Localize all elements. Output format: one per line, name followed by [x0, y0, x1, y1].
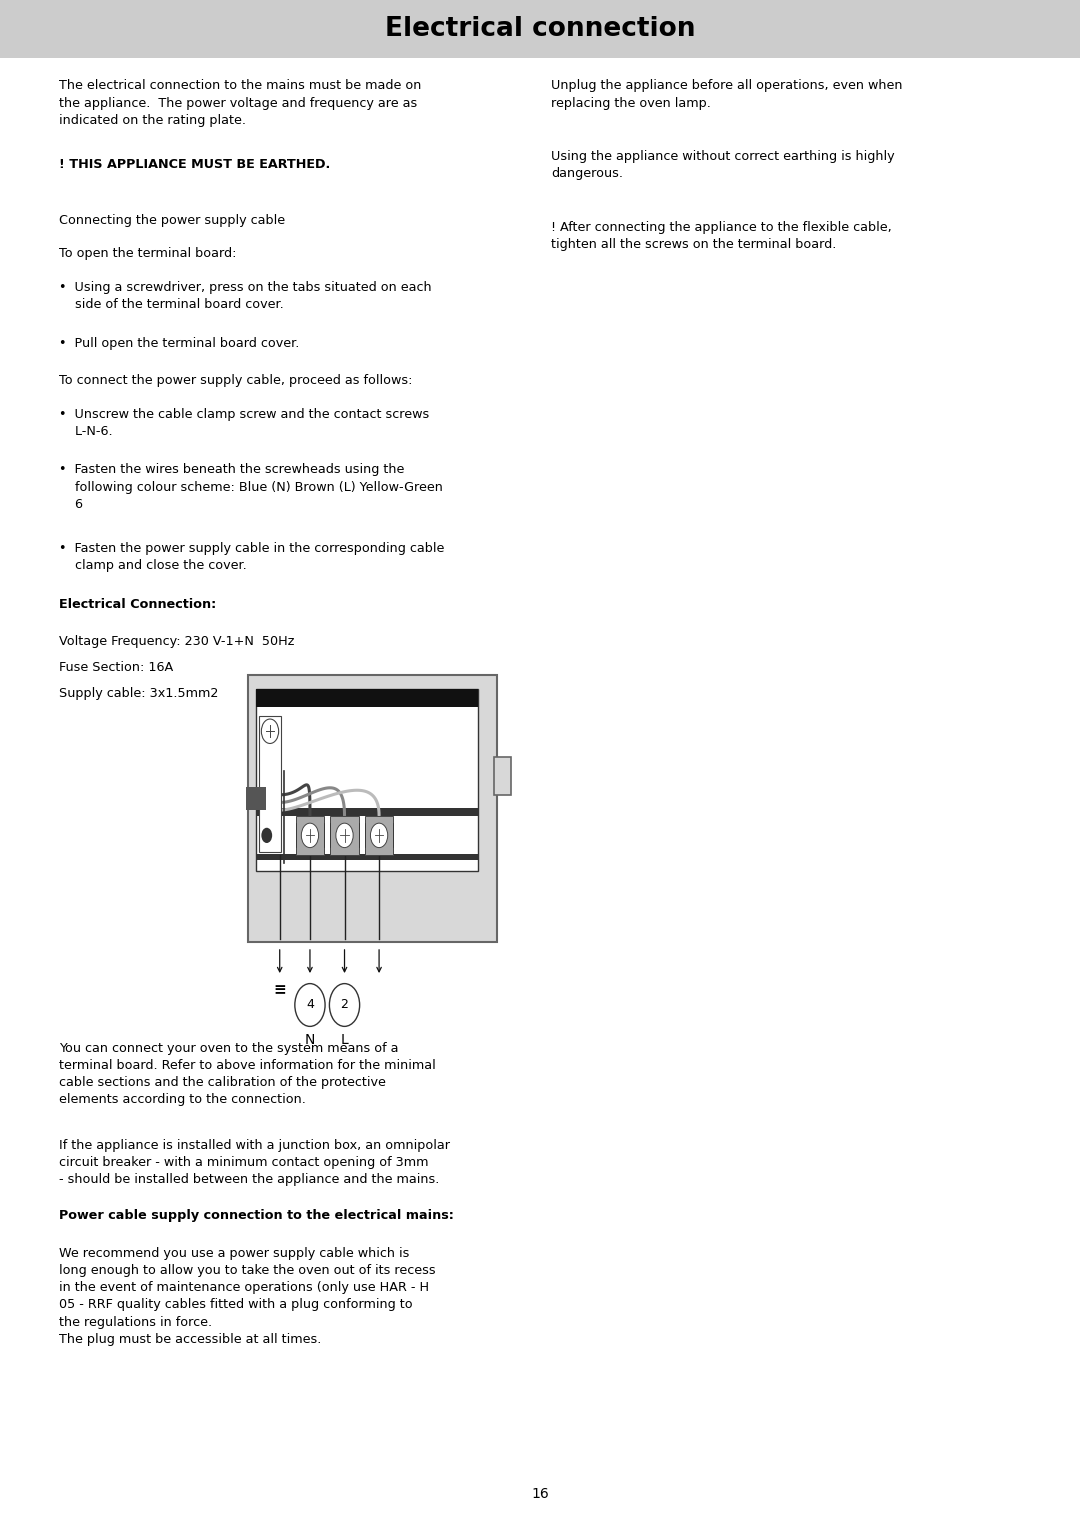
- Text: 2: 2: [340, 998, 349, 1012]
- Text: We recommend you use a power supply cable which is
long enough to allow you to t: We recommend you use a power supply cabl…: [59, 1247, 436, 1346]
- Text: 4: 4: [306, 998, 314, 1012]
- Text: You can connect your oven to the system means of a
terminal board. Refer to abov: You can connect your oven to the system …: [59, 1042, 436, 1106]
- Circle shape: [295, 984, 325, 1027]
- Text: Voltage Frequency: 230 V-1+N  50Hz: Voltage Frequency: 230 V-1+N 50Hz: [59, 636, 295, 648]
- FancyBboxPatch shape: [256, 808, 478, 816]
- Text: •  Using a screwdriver, press on the tabs situated on each
    side of the termi: • Using a screwdriver, press on the tabs…: [59, 281, 432, 312]
- Text: Electrical connection: Electrical connection: [384, 15, 696, 43]
- Text: Using the appliance without correct earthing is highly
dangerous.: Using the appliance without correct eart…: [551, 150, 894, 180]
- FancyBboxPatch shape: [330, 816, 359, 856]
- Text: Electrical Connection:: Electrical Connection:: [59, 597, 217, 611]
- FancyBboxPatch shape: [259, 717, 281, 853]
- Text: To open the terminal board:: To open the terminal board:: [59, 248, 237, 260]
- Text: 16: 16: [531, 1487, 549, 1502]
- Text: L: L: [340, 1033, 349, 1047]
- Text: ≡: ≡: [273, 983, 286, 998]
- Circle shape: [370, 824, 388, 848]
- Text: To connect the power supply cable, proceed as follows:: To connect the power supply cable, proce…: [59, 374, 413, 387]
- Text: If the appliance is installed with a junction box, an omnipolar
circuit breaker : If the appliance is installed with a jun…: [59, 1138, 450, 1186]
- FancyBboxPatch shape: [256, 689, 478, 707]
- Text: •  Pull open the terminal board cover.: • Pull open the terminal board cover.: [59, 336, 300, 350]
- Text: •  Unscrew the cable clamp screw and the contact screws
    L-N-6.: • Unscrew the cable clamp screw and the …: [59, 408, 430, 437]
- Circle shape: [261, 720, 279, 744]
- Text: •  Fasten the power supply cable in the corresponding cable
    clamp and close : • Fasten the power supply cable in the c…: [59, 542, 445, 571]
- Text: Supply cable: 3x1.5mm2: Supply cable: 3x1.5mm2: [59, 688, 219, 700]
- Text: •  Fasten the wires beneath the screwheads using the
    following colour scheme: • Fasten the wires beneath the screwhead…: [59, 463, 443, 510]
- FancyBboxPatch shape: [256, 689, 478, 871]
- Circle shape: [336, 824, 353, 848]
- Circle shape: [329, 984, 360, 1027]
- Text: N: N: [305, 1033, 315, 1047]
- FancyBboxPatch shape: [0, 0, 1080, 58]
- Circle shape: [261, 828, 272, 843]
- FancyBboxPatch shape: [246, 787, 266, 810]
- Circle shape: [301, 824, 319, 848]
- Text: Connecting the power supply cable: Connecting the power supply cable: [59, 214, 285, 226]
- Text: ! After connecting the appliance to the flexible cable,
tighten all the screws o: ! After connecting the appliance to the …: [551, 222, 892, 251]
- Text: ! THIS APPLIANCE MUST BE EARTHED.: ! THIS APPLIANCE MUST BE EARTHED.: [59, 157, 330, 171]
- FancyBboxPatch shape: [248, 675, 497, 943]
- FancyBboxPatch shape: [296, 816, 324, 856]
- Text: Unplug the appliance before all operations, even when
replacing the oven lamp.: Unplug the appliance before all operatio…: [551, 79, 902, 110]
- FancyBboxPatch shape: [494, 756, 511, 795]
- Text: The electrical connection to the mains must be made on
the appliance.  The power: The electrical connection to the mains m…: [59, 79, 422, 127]
- FancyBboxPatch shape: [256, 854, 478, 860]
- Text: Fuse Section: 16A: Fuse Section: 16A: [59, 662, 174, 674]
- FancyBboxPatch shape: [365, 816, 393, 856]
- Text: Power cable supply connection to the electrical mains:: Power cable supply connection to the ele…: [59, 1210, 455, 1222]
